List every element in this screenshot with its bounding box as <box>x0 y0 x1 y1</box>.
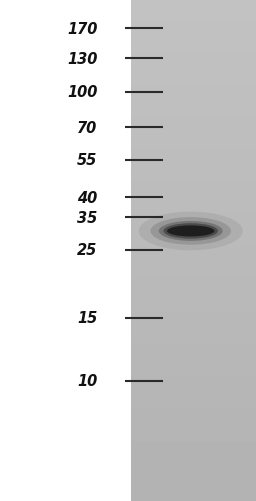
Text: 130: 130 <box>67 52 97 67</box>
Text: 35: 35 <box>77 210 97 225</box>
Ellipse shape <box>159 221 223 241</box>
Ellipse shape <box>151 217 231 245</box>
Ellipse shape <box>139 212 243 250</box>
Bar <box>131 0 256 501</box>
Text: 10: 10 <box>77 373 97 388</box>
Text: 170: 170 <box>67 22 97 37</box>
Text: 100: 100 <box>67 85 97 100</box>
Text: 55: 55 <box>77 153 97 168</box>
Text: 15: 15 <box>77 311 97 326</box>
Ellipse shape <box>167 226 215 237</box>
Ellipse shape <box>164 224 218 239</box>
Text: 40: 40 <box>77 190 97 205</box>
Text: 25: 25 <box>77 243 97 258</box>
Text: 70: 70 <box>77 120 97 135</box>
